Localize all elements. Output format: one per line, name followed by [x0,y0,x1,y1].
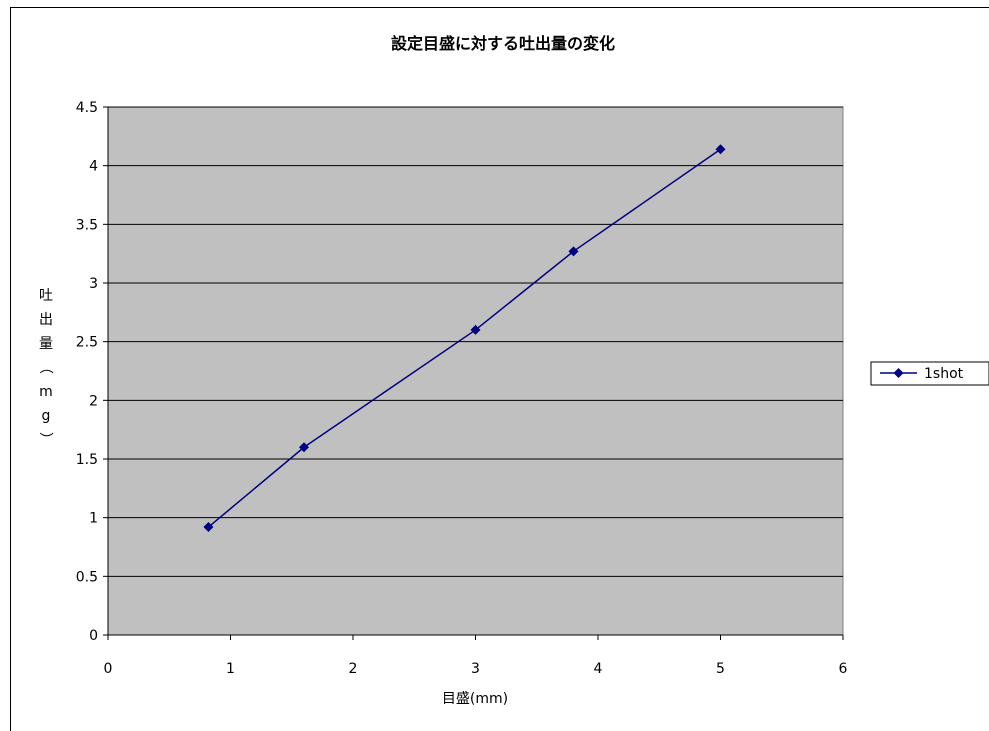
y-axis-title: 吐出量 （ mg ） [37,288,53,446]
axes [103,106,844,640]
y-axis-title-char: 吐 [39,288,53,304]
series-layer [203,144,726,533]
x-tick-labels: 0 1 2 3 4 5 6 [104,661,848,677]
y-tick-label: 0.5 [76,569,98,585]
data-point-1shot-3 [568,246,579,257]
legend: 1shot [870,361,989,386]
y-tick-label: 4 [89,159,98,175]
y-tick-label: 2 [89,393,98,409]
data-point-1shot-2 [470,324,481,335]
y-axis-title-char: m [39,384,53,400]
y-tick-label: 4.5 [76,100,98,116]
x-axis-title: 目盛(mm) [442,691,508,707]
plot-area [107,106,844,636]
y-tick-label: 2.5 [76,335,98,351]
legend-box [870,361,989,386]
x-tick-label: 6 [839,661,848,677]
y-tick-label: 3.5 [76,217,98,233]
x-tick-label: 1 [226,661,235,677]
y-tick-label: 1.5 [76,452,98,468]
legend-marker-1shot [893,368,904,378]
y-tick-labels: 0 0.5 1 1.5 2 2.5 3 3.5 4 4.5 [76,100,98,644]
y-tick-label: 3 [89,276,98,292]
y-axis-title-char: ） [37,432,53,446]
y-tick-label: 1 [89,511,98,527]
x-tick-label: 0 [104,661,113,677]
x-tick-label: 2 [349,661,358,677]
chart-title: 設定目盛に対する吐出量の変化 [391,34,615,53]
x-tick-label: 3 [471,661,480,677]
grid-lines [108,106,843,577]
x-tick-label: 4 [594,661,603,677]
y-axis-title-char: g [42,408,51,424]
data-point-1shot-1 [299,442,309,453]
data-point-1shot-4 [715,144,726,155]
y-tick-label: 0 [89,628,98,644]
data-point-1shot-0 [203,522,214,533]
y-axis-title-char: 出 [39,312,53,328]
y-axis-title-char: （ [37,360,53,374]
y-axis-title-char: 量 [39,336,53,352]
x-tick-label: 5 [716,661,725,677]
legend-label-1shot: 1shot [924,366,964,382]
